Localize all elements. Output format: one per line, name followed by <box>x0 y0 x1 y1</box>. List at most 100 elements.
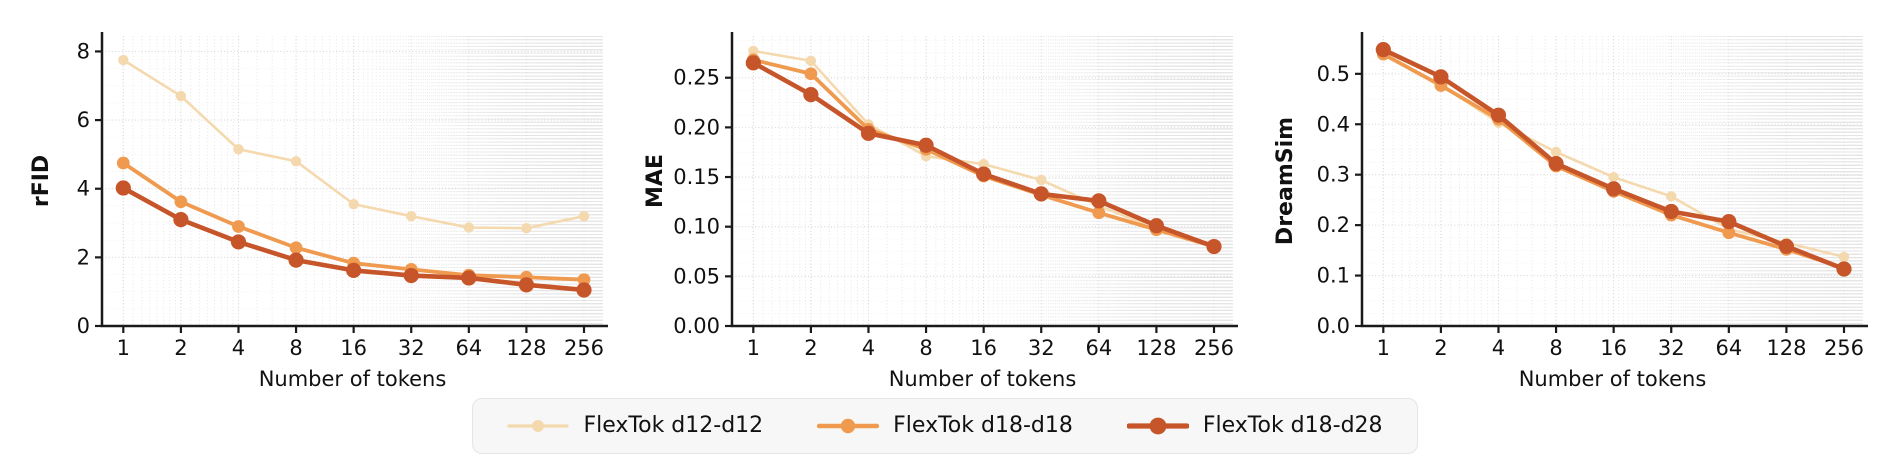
data-point-marker <box>233 144 244 155</box>
data-point-marker <box>1606 181 1622 197</box>
data-point-marker <box>578 210 590 222</box>
x-tick-label: 2 <box>804 336 817 360</box>
x-tick-label: 32 <box>1028 336 1055 360</box>
x-tick-label: 1 <box>1377 336 1390 360</box>
data-point-marker <box>1721 214 1737 230</box>
y-tick-label: 2 <box>77 245 90 269</box>
x-tick-label: 16 <box>340 336 367 360</box>
minor-gridlines <box>1362 36 1863 326</box>
data-point-marker <box>1036 174 1047 186</box>
y-tick-label: 0.1 <box>1317 264 1350 288</box>
y-tick-label: 0 <box>77 314 90 338</box>
data-point-marker <box>173 212 189 228</box>
x-tick-label: 4 <box>232 336 245 360</box>
axes: 1 2 4 8 16 32 64 128 256 0.0 0.1 0.2 0.3 0.4 0.5 <box>1317 32 1868 360</box>
data-point-marker <box>406 210 417 222</box>
data-point-marker <box>745 55 761 71</box>
series-flextok-d18-d28 <box>1375 42 1852 277</box>
x-tick-label: 2 <box>174 336 187 360</box>
x-tick-label: 4 <box>1492 336 1505 360</box>
x-tick-label: 32 <box>398 336 425 360</box>
x-tick-label: 128 <box>1766 336 1806 360</box>
x-tick-label: 16 <box>970 336 997 360</box>
data-point-marker <box>577 273 591 287</box>
data-point-marker <box>232 220 245 233</box>
major-gridlines <box>732 36 1233 326</box>
legend-item-flextok-d12-d12: FlexTok d12-d12 <box>507 412 763 440</box>
charts-row: 1 2 4 8 16 32 64 128 256 0 2 4 6 8 Number of tokens rFI… <box>0 0 1890 392</box>
axes: 1 2 4 8 16 32 64 128 256 0 2 4 6 8 <box>77 32 608 360</box>
data-point-marker <box>860 125 877 141</box>
data-point-marker <box>403 267 419 284</box>
x-tick-label: 64 <box>1085 336 1112 360</box>
chart-rfid-plot: 1 2 4 8 16 32 64 128 256 0 2 4 6 8 Number of tokens rFI… <box>29 32 608 391</box>
y-tick-label: 8 <box>77 39 90 63</box>
data-point-marker <box>118 54 129 66</box>
data-point-marker <box>346 262 362 279</box>
data-point-marker <box>918 137 934 153</box>
y-axis-label: DreamSim <box>1273 117 1298 245</box>
y-tick-label: 0.20 <box>673 115 720 139</box>
x-axis-label: Number of tokens <box>259 367 447 391</box>
x-tick-label: 64 <box>455 336 482 360</box>
data-point-marker <box>288 252 304 268</box>
chart-dreamsim-plot: 1 2 4 8 16 32 64 128 256 0.0 0.1 0.2 0.3 0.4 0.5 Number… <box>1273 32 1868 391</box>
y-tick-label: 0.5 <box>1317 62 1350 86</box>
y-axis-label: MAE <box>643 154 668 208</box>
data-point-marker <box>348 198 359 210</box>
x-tick-label: 256 <box>564 336 604 360</box>
axes: 1 2 4 8 16 32 64 128 256 0.00 0.05 0.10 0.15 0.20 0.25 <box>673 32 1238 360</box>
data-point-marker <box>976 166 992 182</box>
y-tick-label: 0.10 <box>673 215 720 239</box>
y-tick-label: 6 <box>77 108 90 132</box>
legend-row: FlexTok d12-d12 FlexTok d18-d18 FlexTok … <box>0 392 1890 476</box>
x-tick-label: 32 <box>1658 336 1685 360</box>
x-tick-label: 128 <box>506 336 546 360</box>
data-point-marker <box>463 222 475 233</box>
x-tick-label: 1 <box>117 336 130 360</box>
data-point-marker <box>116 156 130 170</box>
data-point-marker <box>518 277 535 293</box>
y-tick-label: 0.4 <box>1317 112 1350 136</box>
legend-label: FlexTok d12-d12 <box>583 413 764 438</box>
series-flextok-d12-d12 <box>118 54 590 234</box>
x-tick-label: 8 <box>919 336 932 360</box>
legend-label: FlexTok d18-d28 <box>1202 413 1383 438</box>
x-tick-label: 16 <box>1600 336 1627 360</box>
chart-dreamsim: 1 2 4 8 16 32 64 128 256 0.0 0.1 0.2 0.3 0.4 0.5 Number… <box>1260 0 1890 392</box>
data-point-marker <box>521 222 532 234</box>
y-tick-label: 0.25 <box>673 66 720 90</box>
legend-line-marker-icon <box>507 420 570 432</box>
legend-item-flextok-d18-d18: FlexTok d18-d18 <box>817 412 1073 440</box>
legend-item-flextok-d18-d28: FlexTok d18-d28 <box>1126 412 1383 440</box>
data-point-marker <box>1838 251 1850 263</box>
data-point-marker <box>1550 146 1562 158</box>
x-tick-label: 4 <box>862 336 875 360</box>
data-point-marker <box>290 156 302 167</box>
x-axis-label: Number of tokens <box>889 367 1077 391</box>
x-tick-label: 128 <box>1136 336 1176 360</box>
data-point-marker <box>576 282 592 298</box>
data-point-marker <box>115 180 131 196</box>
x-tick-label: 8 <box>1549 336 1562 360</box>
data-point-marker <box>289 241 303 255</box>
x-tick-label: 8 <box>289 336 302 360</box>
chart-mae-plot: 1 2 4 8 16 32 64 128 256 0.00 0.05 0.10 0.15 0.20 0.25… <box>643 32 1238 391</box>
data-point-marker <box>805 55 817 67</box>
data-point-marker <box>1778 238 1795 254</box>
y-tick-label: 4 <box>77 177 90 201</box>
x-axis-label: Number of tokens <box>1519 367 1707 391</box>
x-tick-label: 64 <box>1715 336 1742 360</box>
data-point-marker <box>1548 156 1564 172</box>
data-point-marker <box>1433 69 1449 85</box>
data-point-marker <box>1663 203 1679 220</box>
y-tick-label: 0.00 <box>673 314 720 338</box>
series-flextok-d18-d28 <box>115 180 592 298</box>
chart-mae: 1 2 4 8 16 32 64 128 256 0.00 0.05 0.10 0.15 0.20 0.25… <box>630 0 1260 392</box>
y-axis-label: rFID <box>29 155 54 207</box>
y-tick-label: 0.05 <box>673 264 720 288</box>
y-tick-label: 0.0 <box>1317 314 1350 338</box>
data-point-marker <box>1091 193 1107 209</box>
chart-rfid: 1 2 4 8 16 32 64 128 256 0 2 4 6 8 Number of tokens rFI… <box>0 0 630 392</box>
